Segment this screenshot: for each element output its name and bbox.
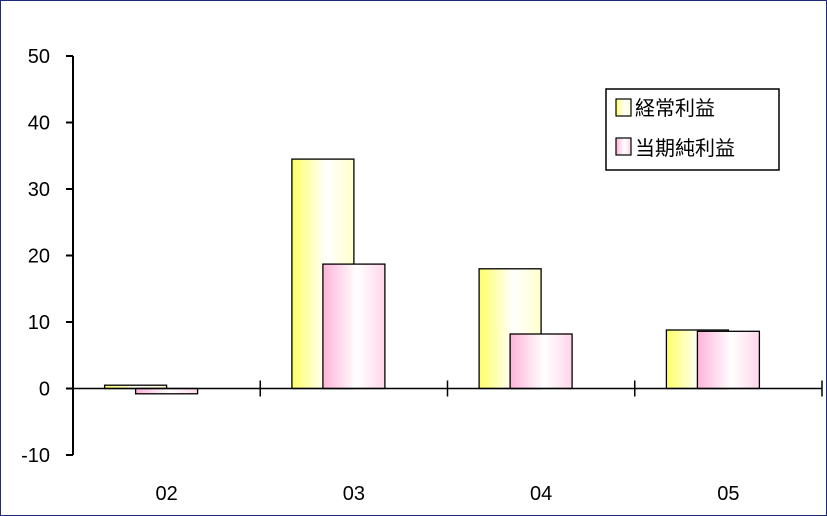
legend-label-series-1: 当期純利益	[635, 136, 735, 160]
x-tick-label: 04	[530, 483, 552, 505]
axes-group	[66, 55, 823, 456]
labels-group: -10 0 10 20 30 40 50 02 03 04 05	[21, 46, 739, 505]
y-tick-label: -10	[21, 445, 50, 467]
y-tick-label: 10	[28, 312, 50, 334]
bar-series-1-03	[322, 263, 386, 390]
legend-swatch-series-0	[615, 98, 632, 117]
x-tick-label: 03	[343, 483, 365, 505]
y-tick-label: 0	[39, 379, 50, 401]
legend-swatch-series-1	[615, 137, 632, 156]
y-tick-label: 20	[28, 246, 50, 268]
legend: 経常利益 当期純利益	[605, 88, 780, 171]
y-tick-label: 40	[28, 113, 50, 135]
legend-label-series-0: 経常利益	[635, 96, 715, 120]
bar-series-1-02	[134, 387, 199, 395]
bar-series-1-05	[696, 330, 761, 390]
bar-series-1-04	[509, 333, 573, 390]
bars-group	[103, 158, 761, 395]
x-tick-label: 02	[156, 483, 178, 505]
legend-box	[605, 88, 780, 171]
y-tick-label: 30	[28, 179, 50, 201]
y-tick-label: 50	[28, 46, 50, 68]
x-tick-label: 05	[717, 483, 739, 505]
